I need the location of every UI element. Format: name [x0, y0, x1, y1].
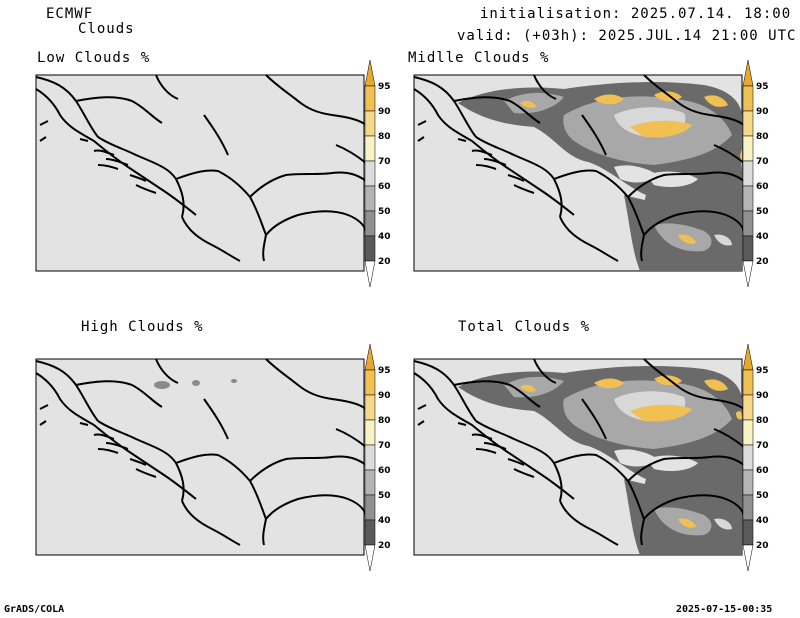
colorbar-total: 95 90 80 70 60 50 40 20 — [742, 343, 769, 572]
colorbar-tick-label: 70 — [378, 157, 391, 167]
colorbar-tick-label: 90 — [756, 107, 769, 117]
map-panel-low — [35, 74, 367, 272]
colorbar-tick-label: 80 — [378, 132, 391, 142]
panel-title-total: Total Clouds % — [458, 319, 591, 335]
panel-title-low: Low Clouds % — [37, 50, 151, 66]
colorbar-arrow-top — [364, 343, 376, 371]
colorbar-box — [742, 469, 754, 496]
colorbar-arrow-top — [742, 343, 754, 371]
colorbar-tick-label: 40 — [756, 516, 769, 526]
colorbar-box — [742, 185, 754, 212]
colorbar-tick-label: 80 — [756, 132, 769, 142]
colorbar-tick-label: 90 — [378, 107, 391, 117]
colorbar-box — [742, 235, 754, 262]
colorbar-box — [742, 160, 754, 187]
colorbar-box — [742, 210, 754, 237]
colorbar-tick-label: 80 — [756, 416, 769, 426]
colorbar-high: 95 90 80 70 60 50 40 20 — [364, 343, 391, 572]
colorbar-box — [742, 394, 754, 421]
colorbar-tick-label: 50 — [756, 491, 769, 501]
footer-timestamp: 2025-07-15-00:35 — [676, 604, 773, 615]
colorbar-arrow-bottom — [742, 544, 754, 572]
colorbar-tick-label: 50 — [378, 207, 391, 217]
colorbar-box — [742, 110, 754, 137]
colorbar-tick-label: 20 — [378, 541, 391, 551]
colorbar-box — [742, 85, 754, 112]
colorbar-box — [742, 494, 754, 521]
colorbar-box — [742, 444, 754, 471]
map-panel-total — [413, 358, 745, 556]
colorbar-arrow-bottom — [364, 544, 376, 572]
colorbar-tick-label: 60 — [378, 466, 391, 476]
colorbar-tick-label: 95 — [756, 82, 769, 92]
colorbar-tick-label: 20 — [756, 257, 769, 267]
colorbar-tick-label: 80 — [378, 416, 391, 426]
colorbar-tick-label: 90 — [378, 391, 391, 401]
colorbar-tick-label: 60 — [756, 182, 769, 192]
colorbar-box — [364, 160, 376, 187]
colorbar-box — [742, 135, 754, 162]
colorbar-tick-label: 50 — [756, 207, 769, 217]
colorbar-tick-label: 70 — [756, 441, 769, 451]
colorbar-tick-label: 90 — [756, 391, 769, 401]
colorbar-box — [742, 419, 754, 446]
colorbar-tick-label: 40 — [378, 232, 391, 242]
colorbar-box — [364, 394, 376, 421]
colorbar-box — [364, 469, 376, 496]
colorbar-tick-label: 20 — [756, 541, 769, 551]
colorbar-tick-label: 95 — [378, 82, 391, 92]
colorbar-box — [742, 519, 754, 546]
footer-software: GrADS/COLA — [4, 604, 65, 615]
valid-time: valid: (+03h): 2025.JUL.14 21:00 UTC — [457, 28, 797, 44]
colorbar-box — [364, 494, 376, 521]
colorbar-tick-label: 95 — [378, 366, 391, 376]
colorbar-box — [364, 210, 376, 237]
colorbar-box — [364, 369, 376, 396]
colorbar-box — [364, 185, 376, 212]
colorbar-tick-label: 50 — [378, 491, 391, 501]
high-cloud-field — [154, 379, 237, 389]
colorbar-tick-label: 20 — [378, 257, 391, 267]
colorbar-box — [364, 135, 376, 162]
colorbar-arrow-top — [364, 59, 376, 87]
colorbar-tick-label: 40 — [756, 232, 769, 242]
colorbar-tick-label: 70 — [756, 157, 769, 167]
colorbar-arrow-bottom — [364, 260, 376, 288]
model-label: ECMWF — [46, 6, 94, 22]
colorbar-tick-label: 70 — [378, 441, 391, 451]
map-panel-middle — [413, 74, 745, 272]
colorbar-box — [364, 419, 376, 446]
colorbar-box — [364, 110, 376, 137]
colorbar-low: 95 90 80 70 60 50 40 20 — [364, 59, 391, 288]
colorbar-box — [364, 85, 376, 112]
colorbar-box — [364, 519, 376, 546]
panel-title-middle: Midlle Clouds % — [408, 50, 550, 66]
colorbar-tick-label: 40 — [378, 516, 391, 526]
init-time: initialisation: 2025.07.14. 18:00 UTC — [480, 6, 800, 22]
colorbar-tick-label: 60 — [378, 182, 391, 192]
colorbar-arrow-top — [742, 59, 754, 87]
colorbar-tick-label: 95 — [756, 366, 769, 376]
map-panel-high — [35, 358, 367, 556]
colorbar-arrow-bottom — [742, 260, 754, 288]
middle-cloud-field — [458, 82, 742, 272]
colorbar-box — [364, 235, 376, 262]
colorbar-box — [364, 444, 376, 471]
total-cloud-field — [458, 366, 742, 555]
colorbar-box — [742, 369, 754, 396]
product-label: Clouds — [78, 21, 135, 37]
panel-title-high: High Clouds % — [81, 319, 204, 335]
colorbar-middle: 95 90 80 70 60 50 40 20 — [742, 59, 769, 288]
colorbar-tick-label: 60 — [756, 466, 769, 476]
